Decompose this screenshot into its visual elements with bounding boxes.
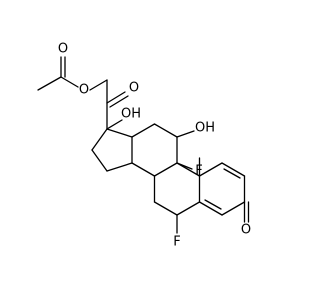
atom-label: O (129, 81, 139, 96)
bonds (37, 56, 250, 234)
atom-label: OH (195, 121, 215, 136)
atom-labels: O O O OH OH F F O (58, 42, 251, 250)
atom-label: O (58, 42, 68, 57)
molecule-diagram: O O O OH OH F F O (37, 42, 251, 250)
atom-label: O (241, 223, 251, 238)
atom-label: F (173, 235, 180, 250)
atom-label: O (79, 83, 89, 98)
atom-label: F (195, 164, 202, 179)
atom-label: OH (121, 107, 141, 122)
